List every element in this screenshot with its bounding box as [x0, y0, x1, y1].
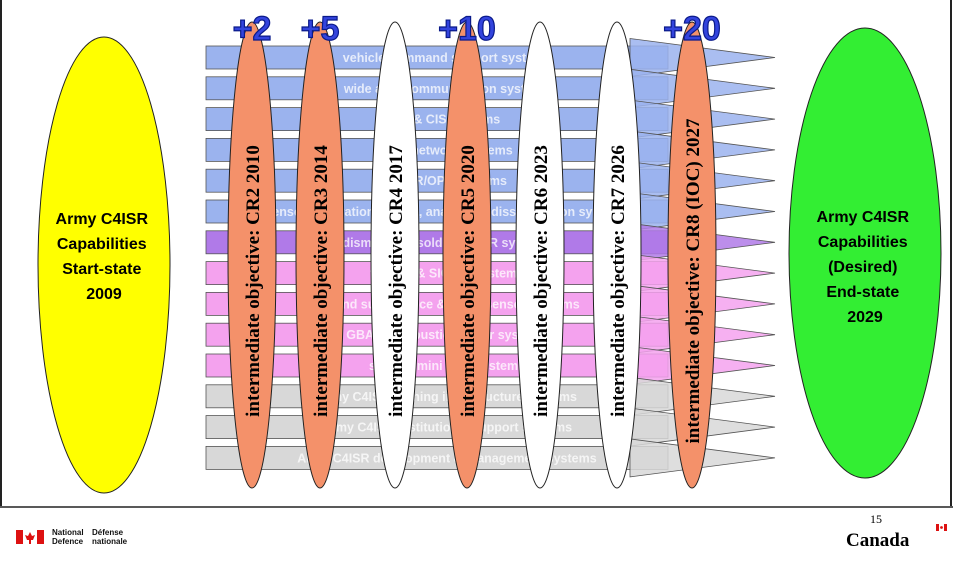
department-line: Defence: [52, 537, 84, 546]
increment-label: +20: [663, 10, 721, 48]
increment-label: +5: [301, 10, 340, 48]
end-state-line: (Desired): [828, 259, 897, 276]
objective-shape: [592, 21, 642, 489]
page-number: 15: [870, 512, 882, 526]
start-state-line: Capabilities: [57, 236, 147, 253]
objective-label: intermediate objective: CR6 2023: [531, 145, 552, 417]
capability-band: Army C4ISR institutional support systems: [205, 415, 669, 440]
department-name-en: National Defence: [52, 528, 86, 546]
start-state-line: Start-state: [62, 261, 141, 278]
objective-label: intermediate objective: CR8 (IOC) 2027: [683, 118, 704, 444]
objective-label: intermediate objective: CR7 2026: [608, 145, 629, 417]
canada-wordmark: Canada: [846, 530, 910, 551]
objective-shape: [227, 21, 277, 489]
objective-ellipse: intermediate objective: CR4 2017: [370, 21, 420, 489]
intermediate-objectives: intermediate objective: CR2 2010 intermed…: [227, 21, 717, 489]
start-state-ellipse: [37, 36, 171, 494]
end-state-label: Army C4ISR Capabilities (Desired) End-st…: [817, 209, 914, 326]
objective-shape: [442, 21, 492, 489]
band-label: vehicle command support systems: [343, 51, 551, 65]
department-line: nationale: [92, 537, 128, 546]
objective-label: intermediate objective: CR3 2014: [311, 145, 332, 417]
objective-label: intermediate objective: CR2 2010: [243, 145, 264, 417]
end-state-ellipse: [788, 27, 942, 479]
objective-shape: [295, 21, 345, 489]
capability-band: vehicle command support systems: [205, 45, 669, 70]
end-state-line: End-state: [826, 284, 899, 301]
objective-ellipse: intermediate objective: CR8 (IOC) 2027: [667, 21, 717, 489]
department-line: National: [52, 528, 84, 537]
band-label: Army C4ISR development & management syst…: [297, 451, 596, 465]
objective-shape: [515, 21, 565, 489]
increment-label: +10: [438, 10, 496, 48]
start-state-line: 2009: [86, 286, 122, 303]
band-label: wide area communication systems: [343, 82, 550, 96]
objective-shape: [667, 21, 717, 489]
end-state-line: Army C4ISR: [817, 209, 910, 226]
start-state-line: Army C4ISR: [56, 211, 149, 228]
objective-label: intermediate objective: CR5 2020: [458, 145, 479, 417]
objective-ellipse: intermediate objective: CR5 2020: [442, 21, 492, 489]
increment-label: +2: [233, 10, 272, 48]
objective-label: intermediate objective: CR4 2017: [386, 145, 407, 417]
objective-shape: [370, 21, 420, 489]
capability-band: Army C4ISR development & management syst…: [205, 445, 669, 470]
end-state-line: 2029: [847, 309, 883, 326]
increment-labels: +2 +5 +10 +20: [232, 9, 721, 48]
objective-ellipse: intermediate objective: CR6 2023: [515, 21, 565, 489]
capability-band: wide area communication systems: [205, 76, 669, 101]
objective-ellipse: intermediate objective: CR2 2010: [227, 21, 277, 489]
start-state-label: Army C4ISR Capabilities Start-state 2009: [56, 211, 153, 303]
objective-ellipse: intermediate objective: CR3 2014: [295, 21, 345, 489]
end-state-line: Capabilities: [818, 234, 908, 251]
department-name-fr: Défense nationale: [92, 528, 128, 546]
objective-ellipse: intermediate objective: CR7 2026: [592, 21, 642, 489]
department-line: Défense: [92, 528, 124, 537]
canada-flag-icon: [16, 530, 44, 544]
wordmark-flag-icon: [936, 524, 947, 531]
